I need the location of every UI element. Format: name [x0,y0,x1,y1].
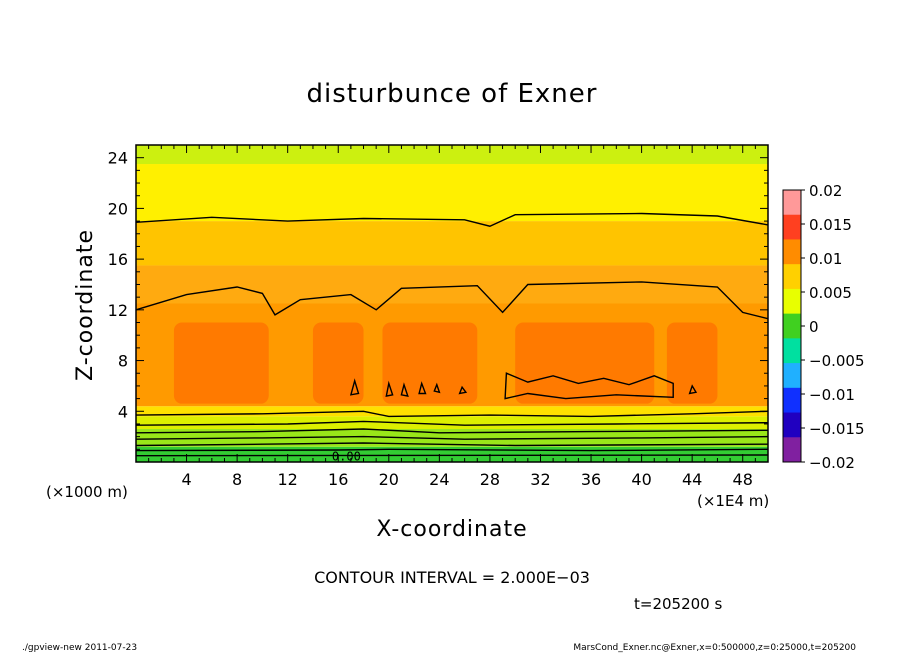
contour-line-z1a [135,442,769,447]
contour-line-z4 [135,410,769,418]
closed-contour-blob-6 [433,382,441,394]
x-tick-label: 12 [278,470,298,489]
max-region-2 [382,322,478,404]
y-tick-label: 8 [118,352,128,371]
max-region-4 [666,322,718,404]
colorbar-label: 0.02 [809,182,842,200]
x-axis-label: X-coordinate [376,517,527,542]
x-tick-label: 24 [429,470,449,489]
closed-contour-blob-8 [688,384,698,395]
contour-line-z1b [135,448,769,452]
y-tick-label: 20 [108,199,128,218]
colorbar-swatch [783,190,801,216]
y-tick-label: 4 [118,402,128,421]
contour-line-z2b [135,435,769,440]
colorbar-label: 0.015 [809,216,852,234]
color-fill-bands [136,145,768,462]
contour-lines [135,212,769,457]
x-tick-label: 36 [581,470,601,489]
colorbar-label: −0.015 [809,420,865,438]
x-tick-label: 28 [480,470,500,489]
footer-right: MarsCond_Exner.nc@Exner,x=0:500000,z=0:2… [573,643,856,653]
contour-interval-note: CONTOUR INTERVAL = 2.000E−03 [314,568,590,587]
colorbar-swatch [783,363,801,389]
x-axis-unit-left: (×1000 m) [46,483,128,501]
colorbar-swatch [783,387,801,414]
time-label: t=205200 s [634,595,722,613]
colorbar-label: −0.01 [809,386,855,404]
colorbar-swatch [783,214,801,240]
closed-contour-blob-7 [458,385,468,395]
x-tick-label: 40 [631,470,651,489]
colorbar-label: 0.01 [809,250,842,268]
max-region-1 [312,322,364,404]
chart-title: disturbunce of Exner [307,79,598,109]
colorbar-label: 0 [809,318,819,336]
x-axis: 4 8 12 16 20 24 28 32 36 40 44 48 [135,145,769,489]
colorbar-swatch [783,239,801,265]
x-tick-label: 20 [379,470,399,489]
colorbar-swatch [783,338,801,364]
colorbar-label: −0.005 [809,352,865,370]
x-tick-label: 32 [530,470,550,489]
y-axis-label: Z-coordinate [73,229,98,381]
contour-line-z2a [135,428,769,434]
x-tick-label: 4 [181,470,191,489]
fill-band-3 [136,406,768,417]
fill-band-6 [136,221,768,266]
colorbar-label: −0.02 [809,454,855,472]
closed-contour-blob-4 [400,382,409,398]
max-region-0 [173,322,269,404]
fill-band-1 [136,429,768,447]
closed-contour-blob-2 [349,378,360,396]
colorbar-swatch [783,288,801,315]
contour-line-z19 [135,212,769,227]
y-axis: 4 8 12 16 20 24 [108,144,768,463]
fill-band-7 [136,164,768,222]
x-tick-label: 16 [328,470,348,489]
contour-line-z0 [135,454,769,457]
closed-contour-blob-5 [418,381,427,395]
colorbar-swatch [783,437,801,463]
plot-area: 0.00 [135,144,769,464]
contour-label: 0.00 [332,450,361,464]
y-tick-label: 24 [108,149,128,168]
y-tick-label: 16 [108,250,128,269]
colorbar-swatch [783,412,801,438]
x-tick-label: 44 [682,470,702,489]
x-axis-unit-right: (×1E4 m) [697,492,769,510]
colorbar-swatch [783,264,801,290]
contour-line-z3 [135,420,769,426]
max-region-3 [515,322,655,404]
colorbar-swatch [783,313,801,339]
footer-left: ./gpview-new 2011-07-23 [22,643,137,653]
x-tick-label: 48 [733,470,753,489]
fill-band-8 [136,145,768,165]
colorbar: 0.02 0.015 0.01 0.005 0 −0.005 −0.01 −0.015 −0.0… [782,182,865,472]
fill-band-2 [136,416,768,430]
x-tick-label: 8 [232,470,242,489]
fill-band-5 [136,265,768,304]
y-tick-label: 12 [108,301,128,320]
contour-line-z13 [135,281,769,320]
closed-contour-blob-3 [385,380,394,397]
colorbar-label: 0.005 [809,284,852,302]
closed-contour-blob-1 [504,372,674,400]
